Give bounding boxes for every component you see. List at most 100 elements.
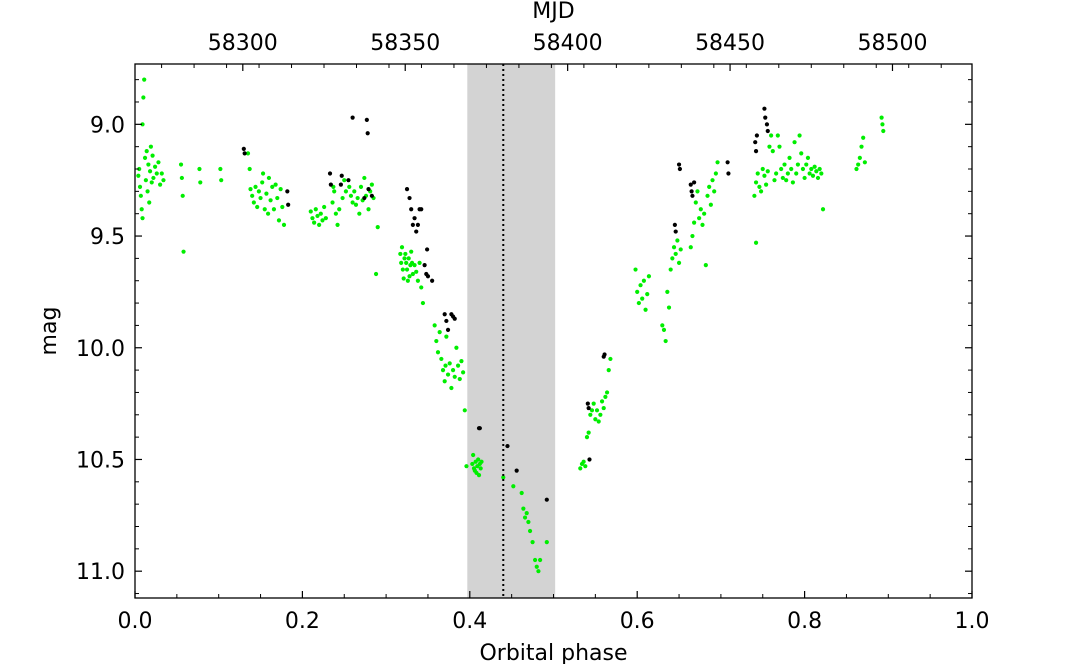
green-data-point bbox=[264, 191, 269, 196]
green-data-point bbox=[145, 189, 150, 194]
green-data-point bbox=[442, 379, 447, 384]
green-data-point bbox=[678, 247, 683, 252]
green-data-point bbox=[593, 417, 598, 422]
green-data-point bbox=[815, 175, 821, 181]
black-data-point bbox=[754, 133, 759, 138]
green-data-point bbox=[143, 178, 148, 183]
green-data-point bbox=[270, 184, 275, 189]
green-data-point bbox=[501, 475, 506, 480]
green-data-point bbox=[764, 182, 769, 187]
black-data-point bbox=[369, 193, 374, 198]
green-data-point bbox=[323, 216, 328, 221]
green-data-point bbox=[676, 260, 682, 265]
green-data-point bbox=[641, 278, 647, 283]
green-data-point bbox=[445, 372, 451, 377]
black-data-point bbox=[366, 187, 371, 192]
green-data-point bbox=[643, 307, 648, 312]
green-data-point bbox=[409, 249, 414, 254]
green-data-point bbox=[373, 271, 379, 277]
green-data-point bbox=[404, 267, 410, 272]
green-data-point bbox=[861, 135, 866, 140]
black-data-point bbox=[425, 274, 431, 279]
x-tick-label: 0.4 bbox=[452, 609, 487, 634]
green-data-point bbox=[635, 289, 640, 294]
green-data-point bbox=[419, 285, 424, 290]
green-data-point bbox=[660, 323, 665, 328]
green-data-point bbox=[476, 457, 481, 462]
green-data-point bbox=[414, 269, 419, 274]
black-data-point bbox=[285, 189, 290, 194]
green-data-point bbox=[198, 180, 203, 185]
green-data-point bbox=[375, 225, 380, 230]
black-data-point bbox=[587, 457, 592, 462]
green-data-point bbox=[646, 274, 652, 279]
green-data-point bbox=[697, 216, 702, 221]
green-data-point bbox=[313, 207, 318, 212]
green-data-point bbox=[245, 151, 251, 156]
green-data-point bbox=[760, 166, 765, 172]
green-data-point bbox=[399, 260, 404, 265]
green-data-point bbox=[777, 144, 782, 149]
green-data-point bbox=[147, 200, 152, 205]
black-data-point bbox=[404, 187, 410, 192]
green-data-point bbox=[403, 251, 408, 257]
green-data-point bbox=[401, 276, 406, 281]
black-data-point bbox=[241, 146, 246, 151]
black-data-point bbox=[419, 207, 424, 212]
green-data-point bbox=[461, 370, 466, 375]
green-data-point bbox=[775, 133, 780, 138]
green-data-point bbox=[318, 211, 323, 216]
x-axis-title: Orbital phase bbox=[479, 641, 627, 664]
green-data-point bbox=[521, 506, 526, 511]
green-data-point bbox=[459, 359, 464, 364]
green-data-point bbox=[179, 175, 184, 181]
black-data-point bbox=[585, 401, 590, 406]
shaded-region-group bbox=[467, 64, 556, 598]
green-data-point bbox=[357, 211, 362, 216]
green-data-point bbox=[591, 401, 596, 406]
green-data-point bbox=[544, 540, 549, 545]
black-data-point bbox=[242, 151, 247, 156]
black-data-point bbox=[676, 162, 682, 167]
black-data-point bbox=[338, 182, 343, 187]
green-data-point bbox=[665, 289, 670, 294]
black-data-point bbox=[505, 443, 510, 449]
green-data-point bbox=[400, 267, 405, 272]
green-data-point bbox=[464, 464, 469, 469]
green-data-point bbox=[765, 169, 770, 174]
black-data-point bbox=[753, 149, 759, 154]
green-data-point bbox=[511, 484, 516, 489]
x-tick-label: 0.6 bbox=[620, 609, 655, 634]
green-data-point bbox=[161, 178, 166, 183]
green-data-point bbox=[476, 473, 482, 478]
black-data-point bbox=[407, 195, 412, 201]
green-data-point bbox=[404, 260, 409, 265]
green-data-point bbox=[784, 178, 789, 183]
green-data-point bbox=[258, 195, 263, 201]
green-data-point bbox=[405, 278, 410, 283]
green-data-point bbox=[432, 323, 437, 328]
green-data-point bbox=[769, 133, 774, 138]
green-data-point bbox=[522, 515, 528, 520]
black-data-point bbox=[725, 160, 730, 165]
black-data-point bbox=[753, 140, 758, 145]
green-data-point bbox=[715, 160, 720, 165]
green-data-point bbox=[588, 412, 593, 417]
x-tick-label: 0.8 bbox=[787, 609, 822, 634]
green-data-point bbox=[589, 408, 595, 413]
x-tick-label: 1.0 bbox=[955, 609, 990, 634]
black-data-point bbox=[362, 195, 367, 201]
y-tick-label: 10.0 bbox=[76, 337, 125, 362]
black-data-point bbox=[690, 193, 695, 198]
green-data-point bbox=[340, 195, 345, 201]
green-data-point bbox=[857, 155, 862, 160]
black-data-point bbox=[415, 222, 421, 227]
green-data-point bbox=[524, 510, 529, 516]
green-data-point bbox=[809, 166, 814, 172]
green-data-point bbox=[140, 122, 145, 127]
green-data-point bbox=[636, 300, 641, 306]
green-data-point bbox=[142, 155, 148, 160]
green-data-point bbox=[141, 95, 146, 100]
green-data-point bbox=[536, 569, 541, 574]
